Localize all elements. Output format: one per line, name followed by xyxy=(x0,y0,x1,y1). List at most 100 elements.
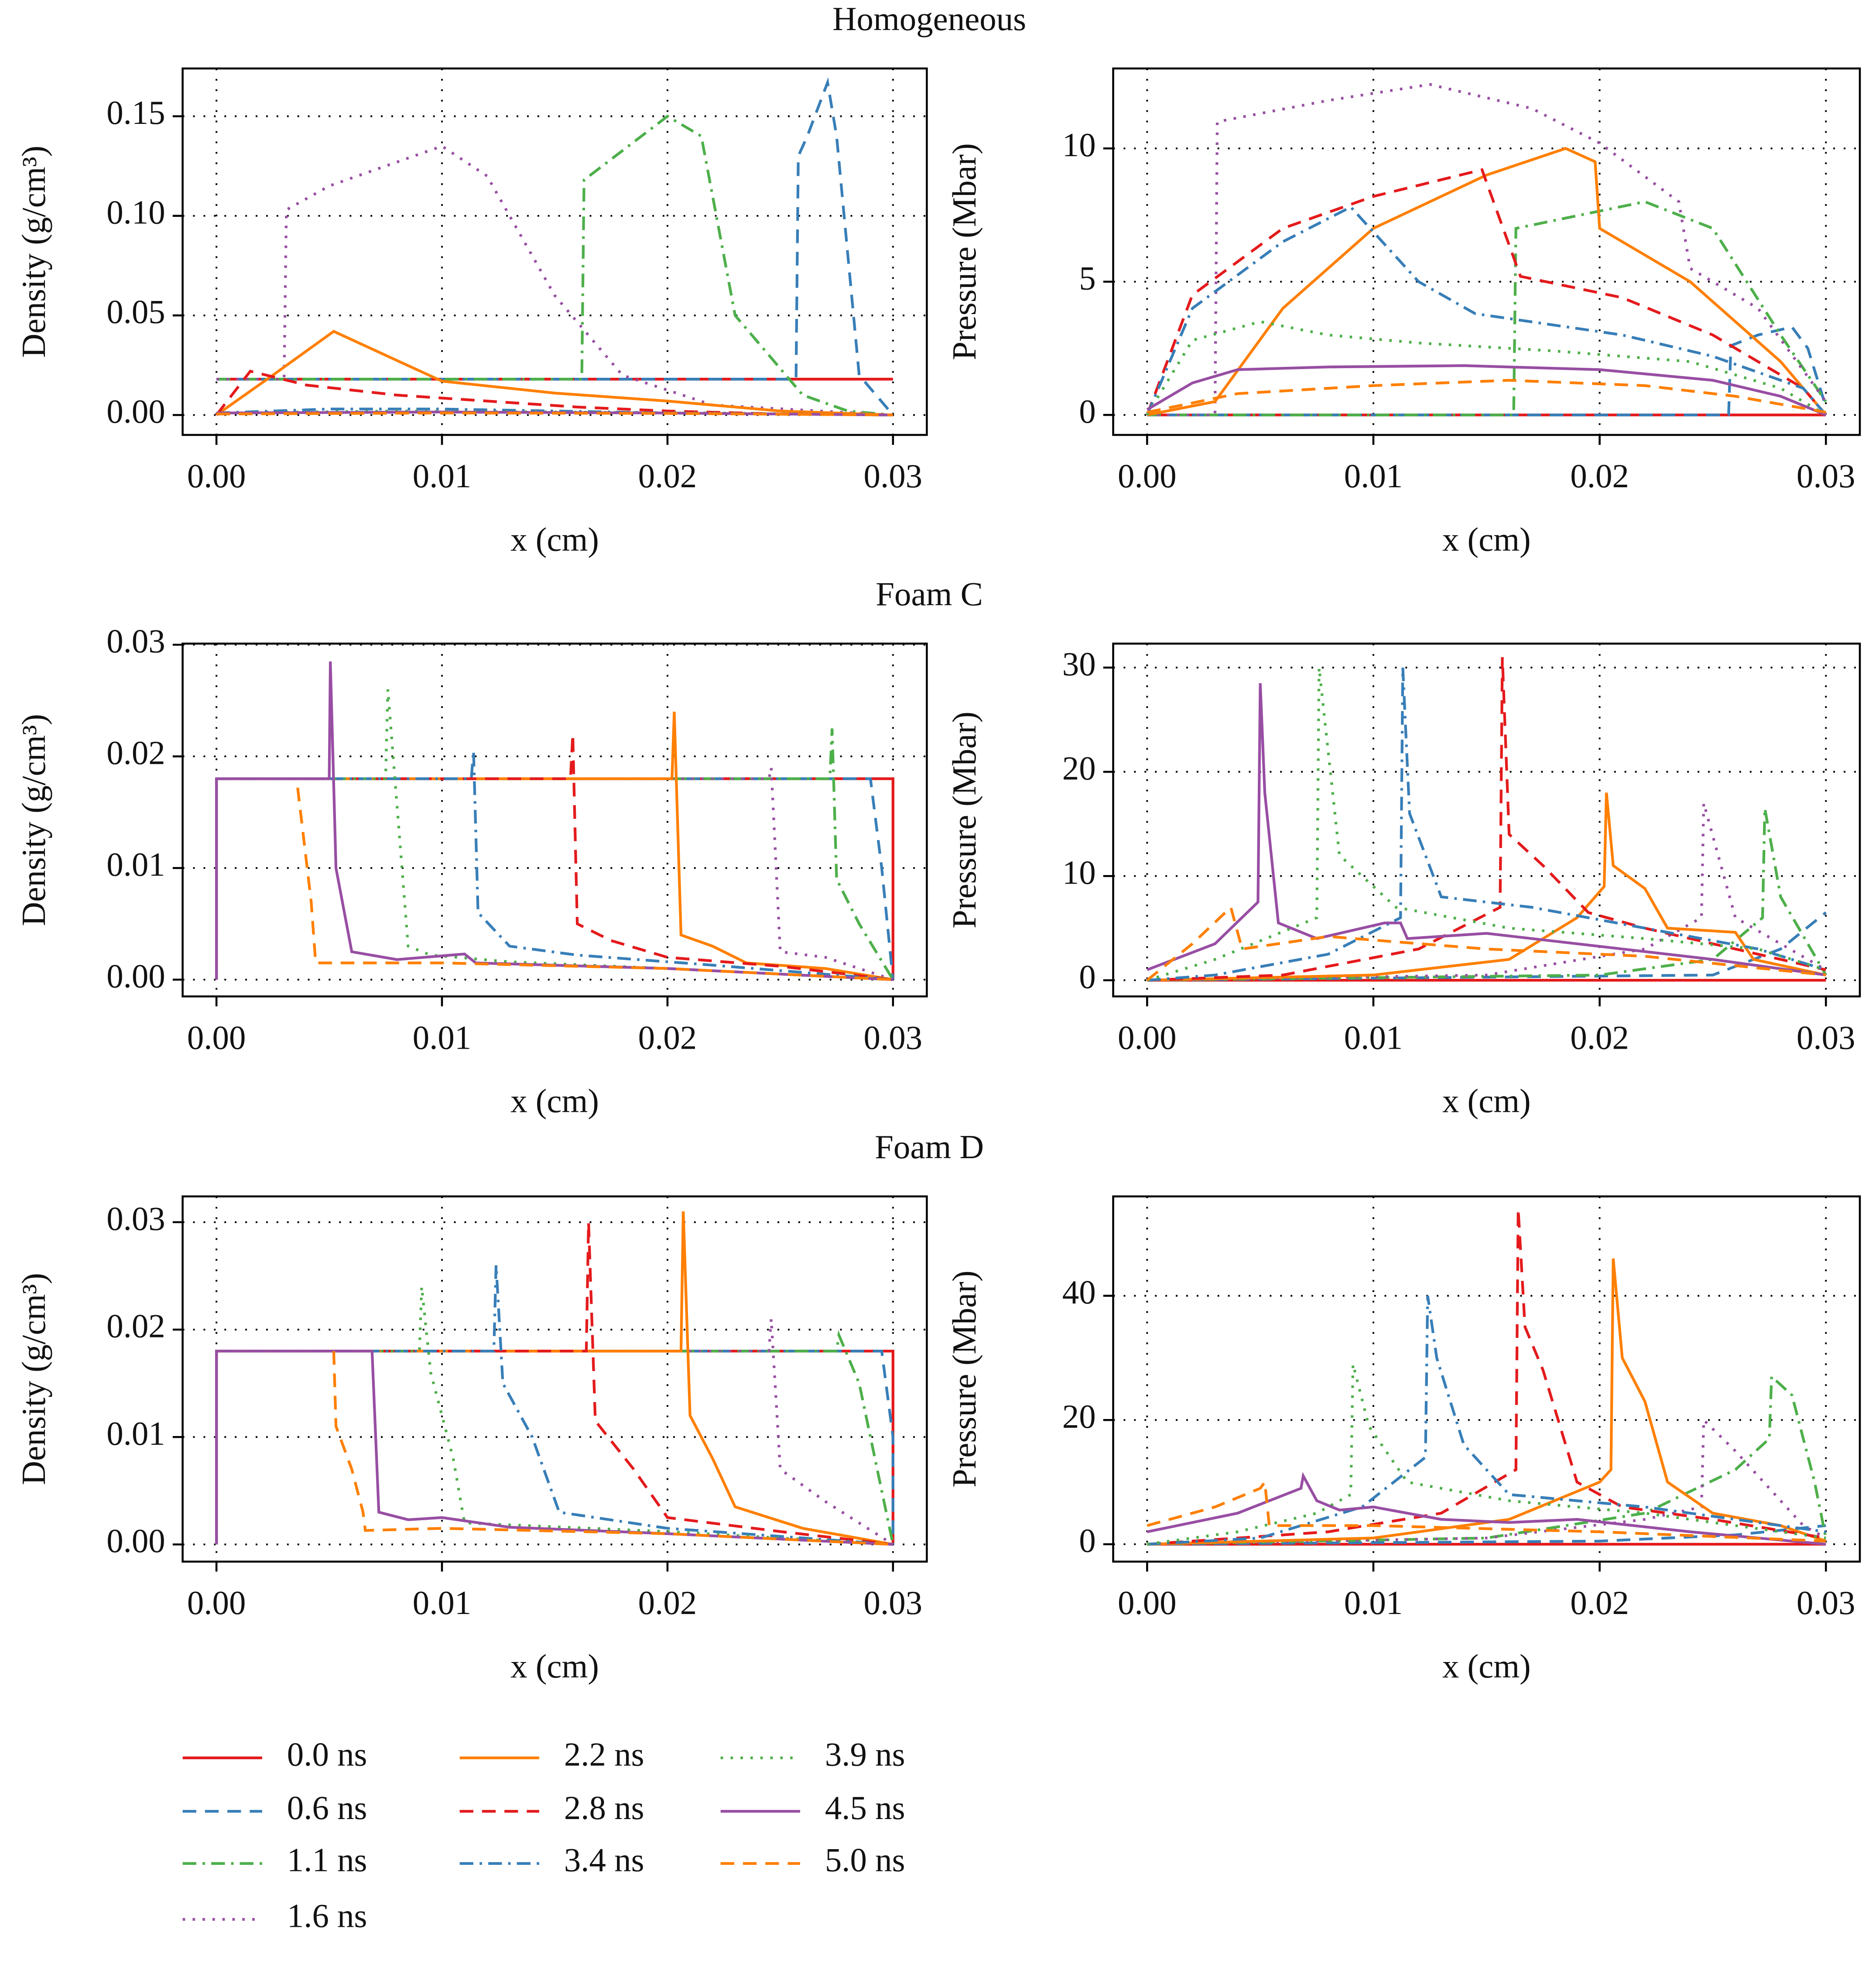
x-tick-label: 0.00 xyxy=(187,1584,246,1621)
y-axis-label: Pressure (Mbar) xyxy=(945,711,983,928)
y-axis-label: Density (g/cm³) xyxy=(15,146,52,358)
plot-frame xyxy=(1112,1195,1861,1563)
x-tick-label: 0.02 xyxy=(638,1584,697,1621)
plot-frame xyxy=(181,67,928,436)
y-tick-label: 10 xyxy=(1062,854,1096,891)
data-line xyxy=(215,1350,894,1545)
data-line xyxy=(1146,320,1827,416)
x-tick-label: 0.01 xyxy=(413,1019,472,1056)
plot-frame xyxy=(1112,67,1861,436)
y-tick-label: 30 xyxy=(1062,645,1096,683)
data-line xyxy=(215,1350,893,1546)
data-line xyxy=(1147,200,1827,417)
data-line xyxy=(215,1211,893,1546)
x-tick-label: 0.00 xyxy=(1118,457,1177,495)
data-line xyxy=(1147,1373,1828,1546)
x-tick-label: 0.01 xyxy=(413,457,472,495)
y-axis-label: Density (g/cm³) xyxy=(15,1273,52,1485)
y-tick-label: 0.02 xyxy=(106,1307,165,1345)
data-line xyxy=(1147,1524,1826,1546)
y-tick-label: 0.00 xyxy=(106,957,165,995)
x-tick-label: 0.02 xyxy=(638,457,697,495)
x-tick-label: 0.00 xyxy=(1118,1584,1177,1621)
data-line xyxy=(215,711,893,981)
data-line xyxy=(1147,379,1826,414)
x-axis-label: x (cm) xyxy=(510,1647,599,1685)
x-tick-label: 0.03 xyxy=(864,1019,923,1056)
x-tick-label: 0.03 xyxy=(1797,457,1855,495)
data-line xyxy=(1146,205,1827,416)
x-tick-label: 0.00 xyxy=(187,1019,246,1056)
x-axis-label: x (cm) xyxy=(510,1082,599,1120)
data-line xyxy=(216,411,893,417)
legend-label: 4.5 ns xyxy=(825,1789,905,1826)
x-tick-label: 0.03 xyxy=(864,1584,923,1621)
y-tick-label: 0 xyxy=(1079,1522,1095,1559)
x-axis-label: x (cm) xyxy=(510,520,599,558)
y-tick-label: 5 xyxy=(1079,259,1095,297)
data-line xyxy=(1146,168,1827,416)
x-axis-label: x (cm) xyxy=(1442,1082,1531,1120)
y-tick-label: 0 xyxy=(1079,393,1095,430)
data-line xyxy=(1147,147,1827,417)
x-tick-label: 0.00 xyxy=(187,457,246,495)
y-tick-label: 0.00 xyxy=(106,1522,165,1559)
data-line xyxy=(1147,1296,1826,1546)
data-line xyxy=(215,661,893,981)
legend-label: 0.0 ns xyxy=(287,1735,367,1773)
x-tick-label: 0.02 xyxy=(1570,457,1629,495)
data-line xyxy=(1147,1258,1827,1546)
legend: 0.0 ns 0.6 ns 1.1 ns 1.6 ns 2.2 ns 2.8 ns 3.4 … xyxy=(182,1735,905,1935)
legend-label: 5.0 ns xyxy=(825,1841,905,1878)
data-line xyxy=(216,114,893,417)
data-line xyxy=(332,1351,893,1546)
data-line xyxy=(1147,1478,1826,1543)
x-tick-label: 0.01 xyxy=(1344,457,1403,495)
data-line xyxy=(1147,657,1826,982)
data-line xyxy=(1147,683,1826,977)
data-line xyxy=(1146,364,1827,417)
legend-label: 1.1 ns xyxy=(287,1841,367,1878)
legend-label: 1.6 ns xyxy=(287,1897,367,1935)
data-line xyxy=(215,750,893,981)
legend-label: 0.6 ns xyxy=(287,1789,367,1826)
data-line xyxy=(215,728,894,981)
y-axis-label: Pressure (Mbar) xyxy=(945,143,983,360)
data-line xyxy=(1147,325,1828,417)
data-line xyxy=(1147,808,1827,982)
data-line xyxy=(1147,667,1827,982)
x-tick-label: 0.03 xyxy=(864,457,923,495)
data-line xyxy=(215,777,894,980)
data-line xyxy=(216,329,893,417)
y-tick-label: 0.01 xyxy=(106,845,165,883)
x-tick-label: 0.02 xyxy=(1570,1019,1629,1056)
data-line xyxy=(1147,792,1826,982)
data-line xyxy=(215,767,893,981)
plot-frame xyxy=(181,643,928,998)
legend-label: 2.2 ns xyxy=(564,1735,644,1773)
data-line xyxy=(1147,1416,1827,1546)
y-tick-label: 0.02 xyxy=(106,734,165,772)
y-tick-label: 40 xyxy=(1062,1273,1096,1311)
x-tick-label: 0.03 xyxy=(1797,1584,1855,1621)
data-line xyxy=(1147,1472,1826,1546)
x-tick-label: 0.01 xyxy=(1344,1584,1403,1621)
y-tick-label: 0.15 xyxy=(106,94,165,131)
data-line xyxy=(215,1286,893,1546)
x-tick-label: 0.02 xyxy=(1570,1584,1629,1621)
y-tick-label: 0.10 xyxy=(106,193,165,231)
x-axis-label: x (cm) xyxy=(1442,1647,1531,1685)
y-tick-label: 0.00 xyxy=(106,393,165,430)
y-tick-label: 0.03 xyxy=(106,622,165,660)
y-tick-label: 10 xyxy=(1062,126,1096,164)
data-line xyxy=(215,1222,893,1546)
data-line xyxy=(1147,1208,1826,1546)
y-tick-label: 0 xyxy=(1079,958,1095,995)
data-line xyxy=(215,689,893,981)
y-tick-label: 0.03 xyxy=(106,1200,165,1237)
panel-title: Homogeneous xyxy=(832,0,1026,38)
x-axis-label: x (cm) xyxy=(1442,520,1531,558)
y-axis-label: Density (g/cm³) xyxy=(15,714,52,926)
data-line xyxy=(1147,803,1827,982)
